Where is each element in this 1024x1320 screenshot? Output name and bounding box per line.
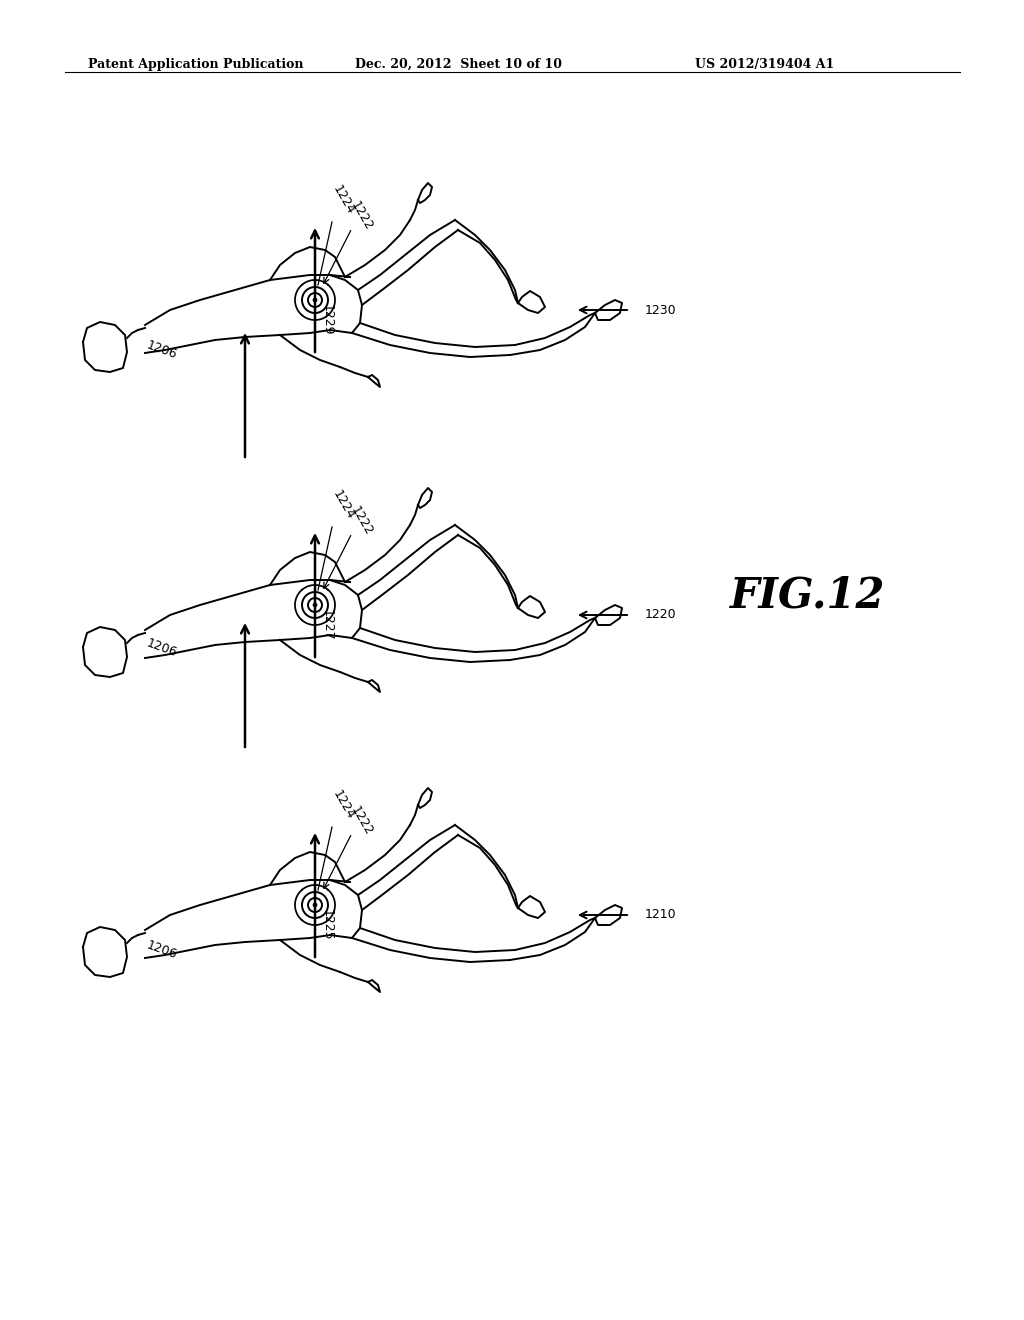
Circle shape: [313, 903, 317, 907]
Text: 1230: 1230: [645, 304, 677, 317]
Text: 1222: 1222: [348, 199, 375, 234]
Circle shape: [313, 298, 317, 302]
Text: 1206: 1206: [145, 338, 179, 362]
Text: 1220: 1220: [645, 609, 677, 622]
Text: US 2012/319404 A1: US 2012/319404 A1: [695, 58, 835, 71]
Text: 1225: 1225: [321, 909, 334, 941]
Text: Dec. 20, 2012  Sheet 10 of 10: Dec. 20, 2012 Sheet 10 of 10: [355, 58, 562, 71]
Text: 1222: 1222: [348, 804, 375, 838]
Text: 1224: 1224: [330, 183, 357, 216]
Text: 1206: 1206: [145, 939, 179, 961]
Text: 1222: 1222: [348, 504, 375, 539]
Text: Patent Application Publication: Patent Application Publication: [88, 58, 303, 71]
Text: 1224: 1224: [330, 788, 357, 822]
Text: FIG.12: FIG.12: [730, 574, 886, 616]
Text: 1206: 1206: [145, 636, 179, 660]
Text: 1210: 1210: [645, 908, 677, 921]
Text: 1224: 1224: [330, 488, 357, 521]
Circle shape: [313, 603, 317, 607]
Text: 1229: 1229: [321, 304, 334, 335]
Text: 1227: 1227: [321, 610, 334, 640]
